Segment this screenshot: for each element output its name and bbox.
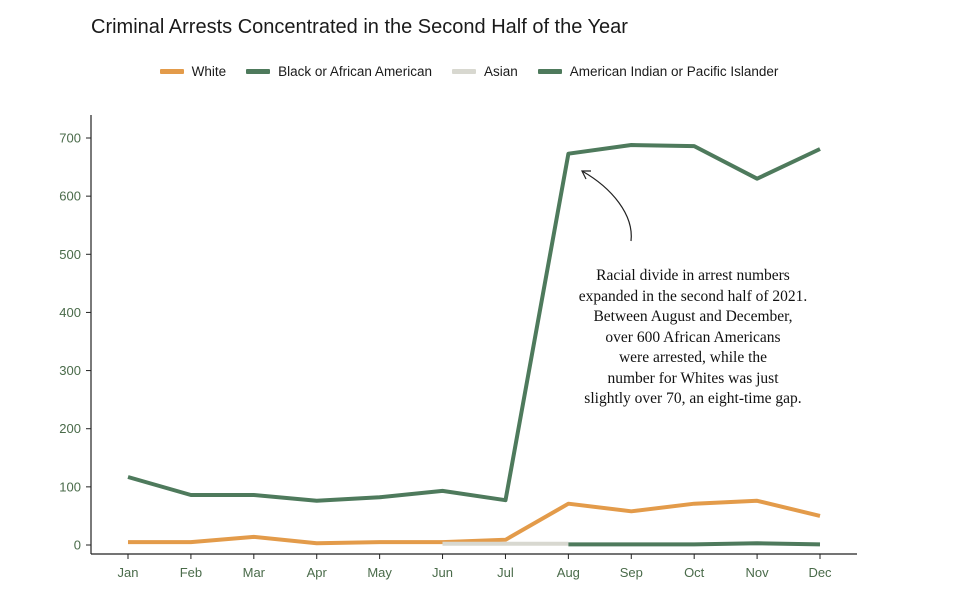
annotation-line: were arrested, while the	[618, 349, 768, 366]
annotation-arrow	[581, 170, 632, 242]
y-tick-label: 200	[59, 421, 81, 436]
x-tick-label: Jan	[118, 565, 139, 580]
legend-swatch	[246, 69, 271, 74]
annotation-line: number for Whites was just	[607, 369, 779, 387]
tick-labels: 0 100 200 300 400 500 600 700 Jan Feb Mar Apr May Jun…	[59, 131, 832, 581]
y-tick-label: 500	[59, 247, 81, 262]
legend-swatch	[451, 69, 476, 74]
legend-item-asian: Asian	[451, 64, 518, 79]
x-tick-label: Apr	[307, 565, 328, 580]
x-tick-label: Feb	[180, 565, 202, 580]
y-tick-label: 400	[59, 305, 81, 320]
legend-item-black-or-african-american: Black or African American	[246, 64, 432, 79]
legend-label: Asian	[483, 64, 518, 79]
x-tick-label: May	[367, 565, 392, 580]
legend-swatch	[537, 69, 562, 74]
axes	[86, 115, 857, 559]
legend-label: American Indian or Pacific Islander	[569, 64, 779, 79]
legend-swatch	[159, 69, 184, 74]
x-tick-label: Sep	[620, 565, 643, 580]
series-line-white	[128, 498, 821, 546]
annotation-text: Racial divide in arrest numbers expanded …	[548, 266, 838, 410]
series-line-american-indian-or-pacific-islander	[568, 541, 821, 547]
legend-item-american-indian-or-pacific-islander: American Indian or Pacific Islander	[537, 64, 779, 79]
annotation-line: Racial divide in arrest numbers	[596, 267, 790, 284]
x-tick-label: Aug	[557, 565, 580, 580]
annotation-arrowhead	[581, 170, 591, 180]
annotation-line: expanded in the second half of 2021.	[578, 287, 808, 305]
x-tick-label: Nov	[746, 565, 770, 580]
y-tick-label: 0	[74, 538, 81, 553]
legend-label: White	[191, 64, 227, 79]
legend-label: Black or African American	[278, 64, 432, 79]
x-tick-label: Mar	[243, 565, 266, 580]
y-tick-label: 100	[59, 479, 81, 494]
legend: White Black or African American Asian Ameri…	[0, 64, 958, 79]
y-tick-label: 300	[59, 363, 81, 378]
y-tick-label: 600	[59, 189, 81, 204]
legend-item-white: White	[159, 64, 227, 79]
x-tick-label: Oct	[684, 565, 705, 580]
annotation-line: slightly over 70, an eight-time gap.	[584, 390, 802, 407]
annotation-line: over 600 African Americans	[605, 328, 781, 346]
y-tick-label: 700	[59, 131, 81, 146]
x-tick-label: Jun	[432, 565, 453, 580]
x-tick-label: Dec	[808, 565, 832, 580]
series-line-black-or-african-american	[127, 143, 821, 503]
x-tick-label: Jul	[497, 565, 514, 580]
chart-title: Criminal Arrests Concentrated in the Sec…	[91, 16, 628, 38]
series-layer	[127, 143, 821, 547]
annotation-line: Between August and December,	[593, 308, 793, 325]
